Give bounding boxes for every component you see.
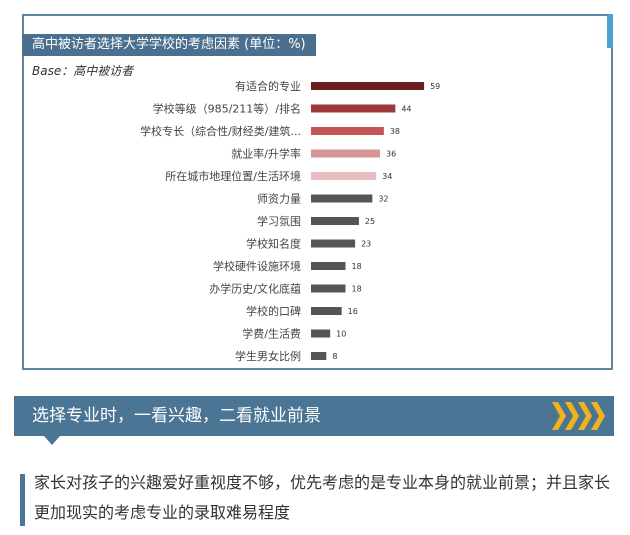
category-label: 学校的口碑	[246, 304, 301, 318]
category-label: 师资力量	[257, 193, 301, 206]
value-label: 25	[365, 217, 375, 226]
category-label: 有适合的专业	[235, 79, 301, 93]
value-label: 23	[361, 240, 371, 249]
value-label: 34	[382, 172, 392, 181]
bar	[311, 307, 342, 315]
chart-title: 高中被访者选择大学学校的考虑因素 (单位：%)	[22, 34, 316, 56]
bar	[311, 262, 346, 270]
chevron-shape	[578, 402, 592, 430]
chart-card: 有适合的专业 59 学校等级（985/211等）/排名 44 学校专长（综合性/财经类/…	[22, 14, 613, 370]
card-accent	[607, 14, 613, 48]
category-label: 学费/生活费	[242, 327, 301, 341]
category-label: 学校硬件设施环境	[213, 259, 301, 273]
bar	[311, 82, 425, 90]
category-label: 学校专长（综合性/财经类/建筑...	[140, 124, 301, 138]
value-label: 10	[336, 330, 346, 339]
bar	[311, 217, 359, 225]
category-label: 所在城市地理位置/生活环境	[165, 169, 301, 183]
value-label: 18	[352, 285, 362, 294]
chevron-shape	[552, 402, 566, 430]
category-label: 学习氛围	[257, 214, 301, 228]
chevron-shape	[565, 402, 579, 430]
banner-pointer	[44, 436, 60, 445]
category-label: 学生男女比例	[235, 349, 301, 363]
banner-title: 选择专业时，一看兴趣，二看就业前景	[32, 406, 321, 426]
chevrons-icon	[552, 402, 605, 430]
bar	[311, 104, 396, 113]
category-label: 学校等级（985/211等）/排名	[153, 102, 301, 116]
bar	[311, 194, 373, 203]
category-label: 就业率/升学率	[231, 147, 301, 161]
chevron-shape	[591, 402, 605, 430]
quote-text: 家长对孩子的兴趣爱好重视度不够，优先考虑的是专业本身的就业前景；并且家长更加现实…	[34, 473, 611, 522]
bar-chart: 有适合的专业 59 学校等级（985/211等）/排名 44 学校专长（综合性/财经类/…	[140, 79, 440, 363]
bar	[311, 329, 331, 338]
category-label: 学校知名度	[246, 237, 301, 251]
bar	[311, 284, 346, 293]
value-label: 8	[332, 352, 337, 361]
bar	[311, 149, 380, 158]
value-label: 44	[401, 105, 411, 114]
value-label: 59	[430, 82, 440, 91]
chart-subtitle: Base：高中被访者	[32, 64, 134, 78]
bar	[311, 239, 356, 248]
quote-bar	[20, 474, 25, 526]
bar	[311, 127, 384, 135]
value-label: 38	[390, 127, 400, 136]
bar	[311, 172, 377, 180]
value-label: 16	[348, 307, 358, 316]
bar	[311, 352, 327, 360]
category-label: 办学历史/文化底蕴	[209, 282, 301, 296]
section-banner: 选择专业时，一看兴趣，二看就业前景	[14, 396, 614, 445]
value-label: 36	[386, 150, 396, 159]
value-label: 18	[352, 262, 362, 271]
value-label: 32	[378, 195, 388, 204]
